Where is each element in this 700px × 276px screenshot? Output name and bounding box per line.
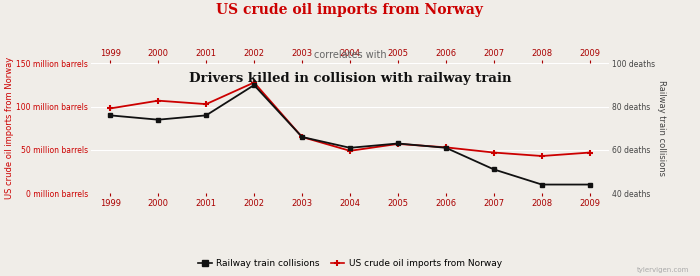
Text: correlates with: correlates with — [314, 50, 386, 60]
US crude oil imports from Norway — [394, 142, 402, 145]
Line: Railway train collisions: Railway train collisions — [108, 83, 592, 187]
US crude oil imports from Norway — [298, 135, 306, 139]
Railway train collisions — [586, 183, 594, 186]
US crude oil imports from Norway — [346, 149, 354, 152]
Railway train collisions — [250, 83, 258, 87]
Railway train collisions — [202, 114, 210, 117]
US crude oil imports from Norway — [442, 146, 450, 149]
US crude oil imports from Norway — [538, 154, 546, 158]
Railway train collisions — [106, 114, 114, 117]
Railway train collisions — [154, 118, 162, 121]
Y-axis label: Railway train collisions: Railway train collisions — [657, 80, 666, 176]
Railway train collisions — [298, 135, 306, 139]
US crude oil imports from Norway — [154, 99, 162, 102]
Railway train collisions — [346, 146, 354, 150]
Text: US crude oil imports from Norway: US crude oil imports from Norway — [216, 3, 484, 17]
Railway train collisions — [490, 168, 498, 171]
Text: tylervigen.com: tylervigen.com — [637, 267, 690, 273]
Line: US crude oil imports from Norway: US crude oil imports from Norway — [106, 79, 594, 160]
Text: Drivers killed in collision with railway train: Drivers killed in collision with railway… — [189, 72, 511, 85]
US crude oil imports from Norway — [490, 151, 498, 154]
Railway train collisions — [442, 146, 450, 150]
Legend: Railway train collisions, US crude oil imports from Norway: Railway train collisions, US crude oil i… — [195, 255, 505, 272]
Y-axis label: US crude oil imports from Norway: US crude oil imports from Norway — [5, 57, 13, 200]
Railway train collisions — [538, 183, 546, 186]
US crude oil imports from Norway — [106, 107, 114, 110]
US crude oil imports from Norway — [202, 102, 210, 106]
US crude oil imports from Norway — [250, 81, 258, 84]
US crude oil imports from Norway — [586, 151, 594, 154]
Railway train collisions — [394, 142, 402, 145]
